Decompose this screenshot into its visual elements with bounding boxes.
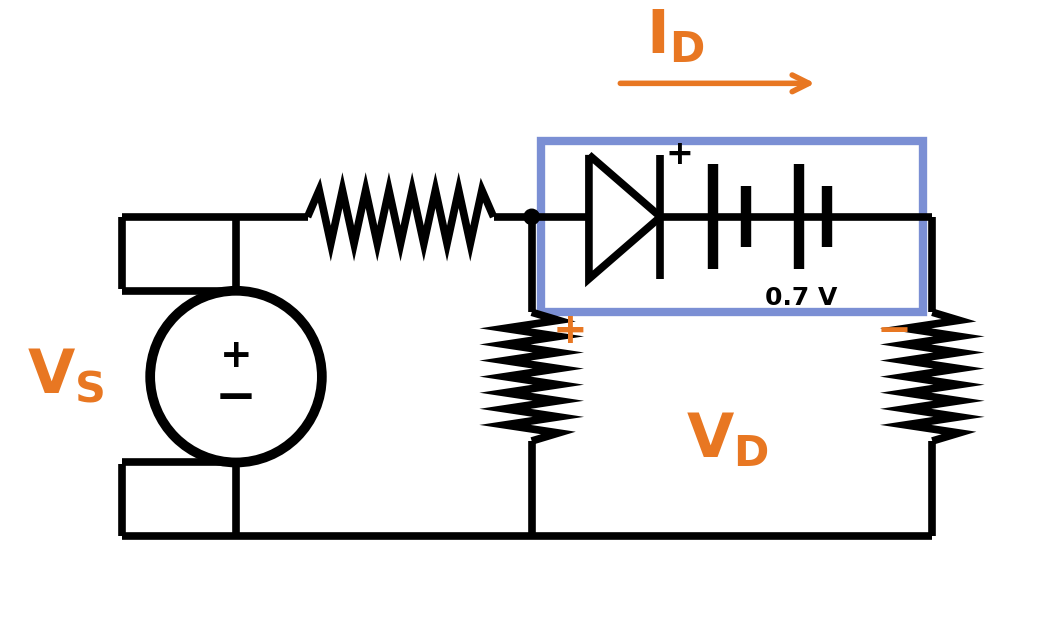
Text: $\mathbf{I_D}$: $\mathbf{I_D}$: [646, 7, 704, 66]
Circle shape: [524, 209, 540, 224]
Text: $\mathbf{V_S}$: $\mathbf{V_S}$: [27, 347, 105, 406]
Text: +: +: [666, 139, 693, 171]
Text: 0.7 V: 0.7 V: [765, 286, 837, 310]
Text: +: +: [219, 337, 252, 375]
Text: $\mathbf{V_D}$: $\mathbf{V_D}$: [686, 411, 769, 470]
Text: +: +: [552, 310, 587, 352]
Bar: [541, 140, 923, 312]
Text: −: −: [877, 310, 911, 352]
Text: −: −: [215, 374, 257, 421]
